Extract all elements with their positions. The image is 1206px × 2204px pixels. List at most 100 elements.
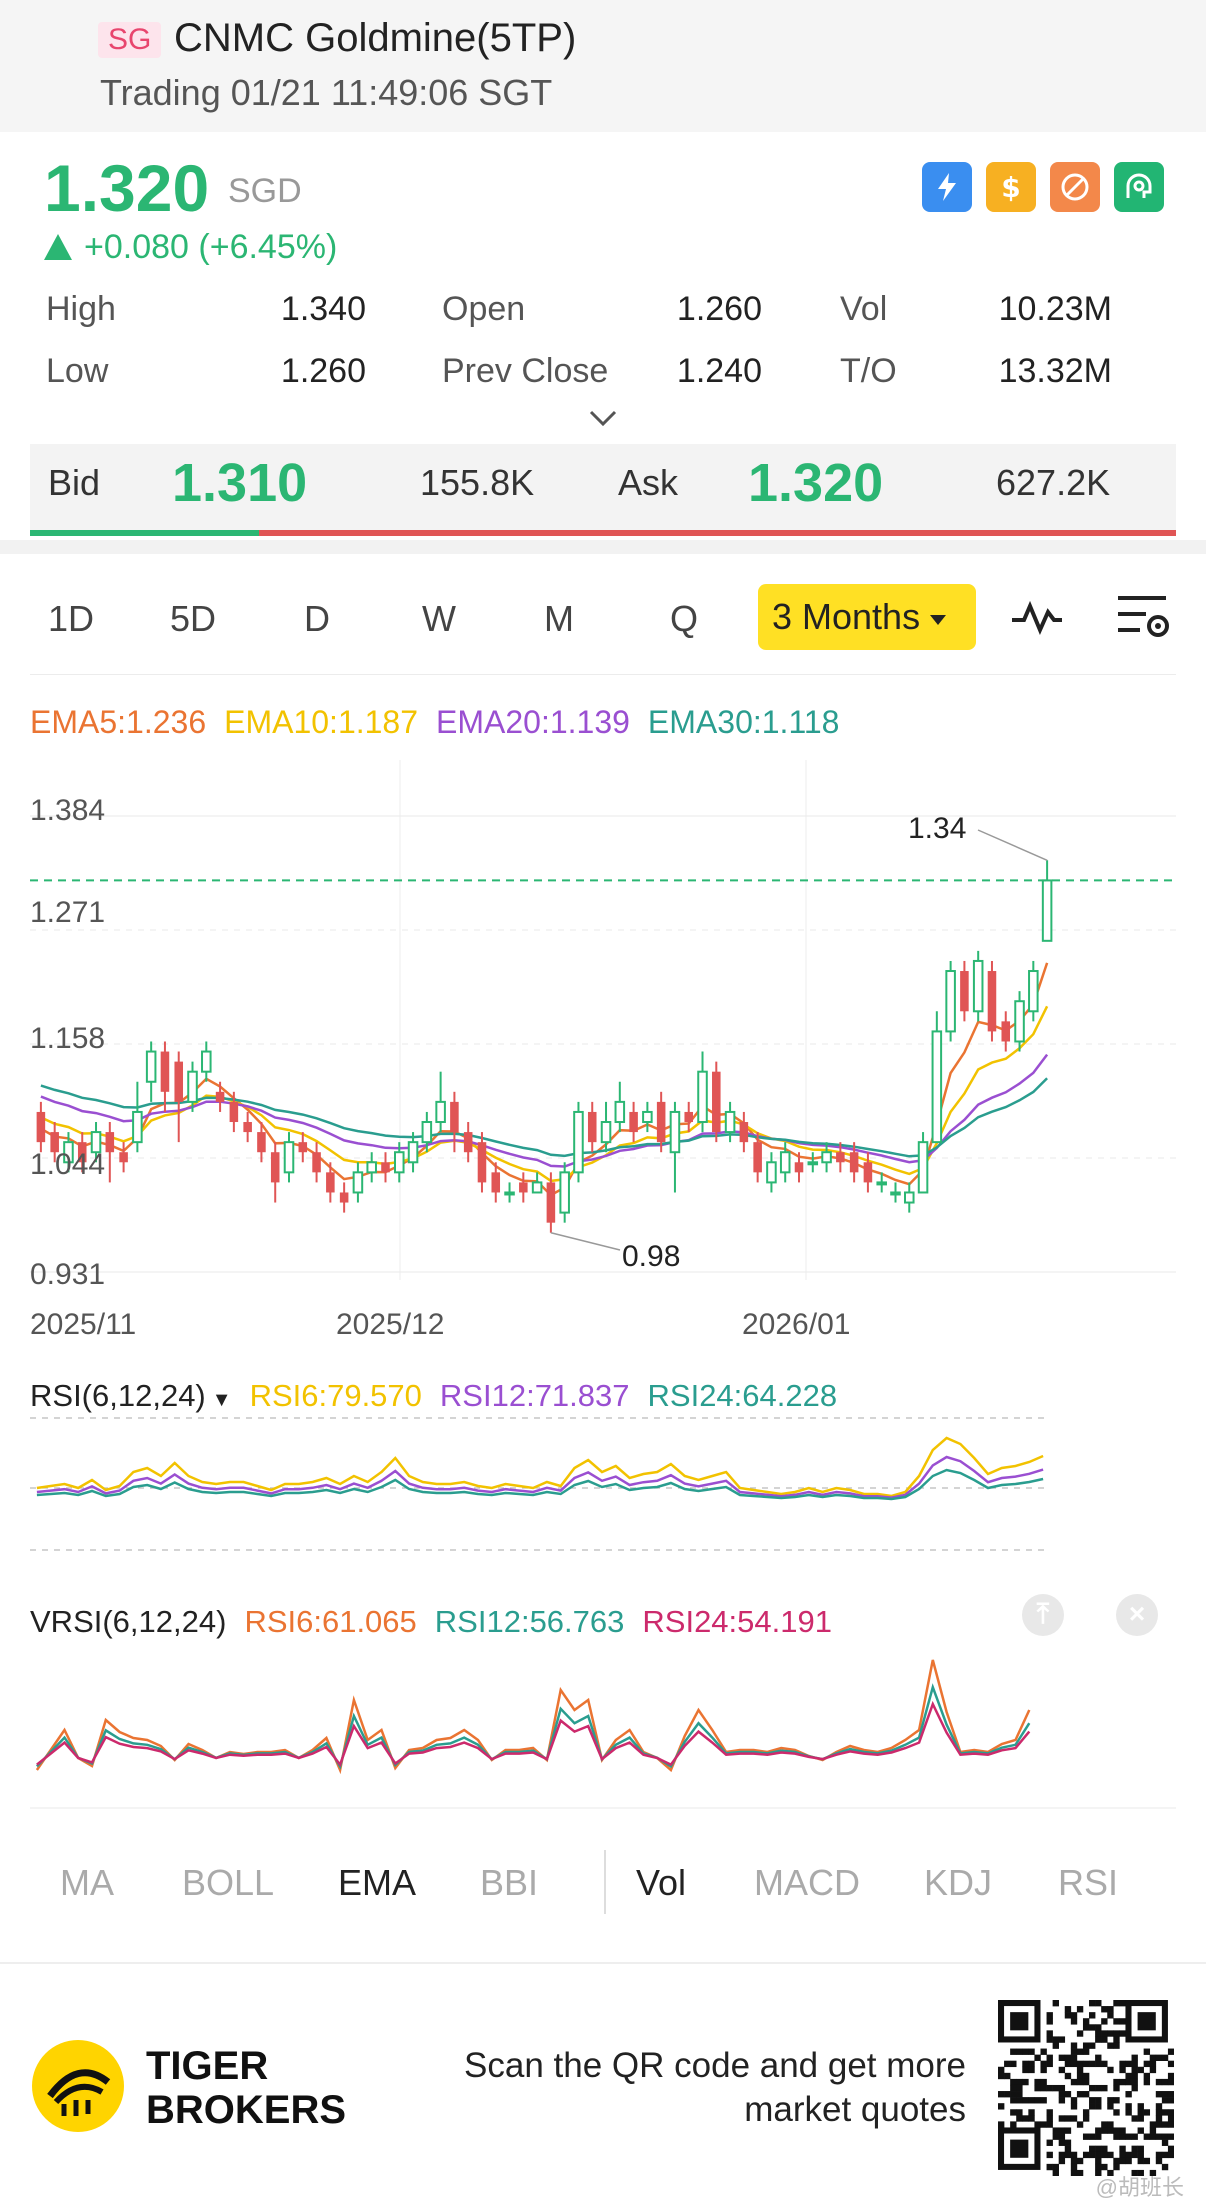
tab-kdj[interactable]: KDJ	[924, 1862, 993, 1903]
tab-bbi[interactable]: BBI	[480, 1862, 539, 1903]
candle	[36, 1101, 46, 1153]
scan-line2: market quotes	[744, 2090, 966, 2129]
candle	[50, 1122, 59, 1163]
rsi12-legend: RSI12:71.837	[439, 1378, 630, 1413]
last-price: 1.320	[44, 151, 210, 225]
prev-close-label: Prev Close	[442, 352, 609, 390]
high-label: High	[46, 290, 116, 328]
scan-line1: Scan the QR code and get more	[464, 2046, 966, 2085]
qr-code	[998, 2000, 1174, 2176]
tab-ma[interactable]: MA	[60, 1862, 114, 1903]
candle	[656, 1091, 666, 1153]
tiger-brokers-logo	[32, 2040, 124, 2132]
tab-1d[interactable]: 1D	[48, 598, 95, 639]
tab-boll[interactable]: BOLL	[182, 1862, 275, 1903]
vrsi12-legend: RSI12:56.763	[434, 1604, 625, 1639]
brand-line2: BROKERS	[146, 2088, 347, 2132]
price-change-text: +0.080 (+6.45%)	[84, 228, 338, 266]
x-tick-label: 2026/01	[742, 1308, 851, 1341]
top-bar: SG CNMC Goldmine(5TP) Trading 01/21 11:4…	[0, 0, 1206, 132]
candle	[794, 1152, 804, 1183]
low-annotation: 0.98	[622, 1240, 681, 1273]
x-tick-label: 2025/12	[336, 1308, 445, 1341]
tab-5d[interactable]: 5D	[170, 598, 217, 639]
scan-text: Scan the QR code and get more market quot…	[406, 2044, 966, 2132]
candle	[917, 1132, 929, 1194]
candle	[876, 1172, 887, 1193]
bid-label: Bid	[48, 462, 101, 503]
chart-settings-icon[interactable]	[1116, 590, 1170, 644]
tab-d[interactable]: D	[304, 598, 330, 639]
price-change: +0.080 (+6.45%)	[44, 228, 337, 267]
candle	[559, 1162, 570, 1223]
rsi-title[interactable]: RSI(6,12,24)	[30, 1378, 206, 1413]
tab-m[interactable]: M	[544, 598, 574, 639]
tab-3-months[interactable]: 3 Months	[758, 584, 976, 650]
candle	[119, 1142, 128, 1173]
candle	[435, 1071, 446, 1133]
candle	[339, 1182, 349, 1213]
ema30-legend: EMA30:1.118	[647, 704, 840, 740]
bid-price: 1.310	[172, 453, 308, 513]
candle	[215, 1081, 225, 1112]
candlestick-chart[interactable]	[30, 760, 1176, 1300]
rsi-chart[interactable]	[30, 1410, 1176, 1560]
no-margin-icon[interactable]	[1050, 162, 1100, 212]
line-chart-icon[interactable]	[1010, 590, 1064, 644]
candle	[931, 1011, 943, 1144]
to-value: 13.32M	[998, 352, 1112, 390]
candle	[739, 1111, 749, 1153]
y-tick-label: 1.158	[30, 1022, 106, 1055]
tab-q[interactable]: Q	[670, 598, 699, 639]
candle	[1014, 991, 1025, 1052]
vrsi-chart[interactable]	[30, 1640, 1176, 1810]
candle	[1028, 960, 1039, 1022]
tab-vol[interactable]: Vol	[636, 1862, 687, 1903]
close-icon[interactable]: ×	[1116, 1594, 1158, 1636]
candle	[257, 1122, 266, 1163]
rsi-series-line	[36, 1468, 1044, 1501]
feature-icons: $	[922, 162, 1164, 212]
ema5-legend: EMA5:1.236	[30, 704, 207, 740]
tab-ema[interactable]: EMA	[338, 1862, 417, 1903]
chevron-down-icon[interactable]	[588, 408, 618, 428]
candle	[890, 1182, 901, 1203]
tab-rsi[interactable]: RSI	[1058, 1862, 1119, 1903]
candle	[407, 1132, 419, 1173]
x-tick-label: 2025/11	[30, 1308, 137, 1341]
vrsi-title: VRSI(6,12,24)	[30, 1604, 227, 1639]
candle	[1001, 1011, 1011, 1052]
candle	[945, 960, 956, 1042]
brand-name: TIGER BROKERS	[146, 2044, 346, 2132]
high-leader-line	[977, 829, 1048, 861]
rsi6-legend: RSI6:79.570	[249, 1378, 422, 1413]
candle	[201, 1041, 212, 1082]
candle	[807, 1152, 819, 1173]
candle	[573, 1101, 584, 1183]
candle	[1041, 860, 1053, 942]
brain-icon[interactable]	[1114, 162, 1164, 212]
period-tabs: 1D 5D D W M Q 3 Months	[0, 580, 1206, 660]
open-label: Open	[442, 290, 526, 328]
tab-macd[interactable]: MACD	[754, 1862, 860, 1903]
lightning-icon[interactable]	[922, 162, 972, 212]
candle	[312, 1142, 321, 1183]
dollar-icon[interactable]: $	[986, 162, 1036, 212]
candle	[477, 1132, 487, 1193]
candle	[132, 1081, 143, 1153]
candle	[531, 1172, 543, 1194]
low-value: 1.260	[280, 352, 366, 390]
y-tick-label: 1.271	[30, 896, 106, 929]
tab-w[interactable]: W	[422, 598, 456, 639]
price-currency: SGD	[228, 172, 302, 210]
move-up-icon[interactable]: ⤒	[1022, 1594, 1064, 1636]
watermark: @胡班长	[1095, 2175, 1184, 2200]
candle	[326, 1162, 335, 1203]
candle	[519, 1172, 528, 1203]
caret-down-icon[interactable]: ▼	[211, 1389, 232, 1411]
candle	[491, 1162, 501, 1203]
candle	[174, 1051, 184, 1143]
footer: TIGER BROKERS Scan the QR code and get mo…	[0, 1962, 1206, 2204]
low-label: Low	[46, 352, 109, 390]
vol-value: 10.23M	[998, 290, 1112, 328]
